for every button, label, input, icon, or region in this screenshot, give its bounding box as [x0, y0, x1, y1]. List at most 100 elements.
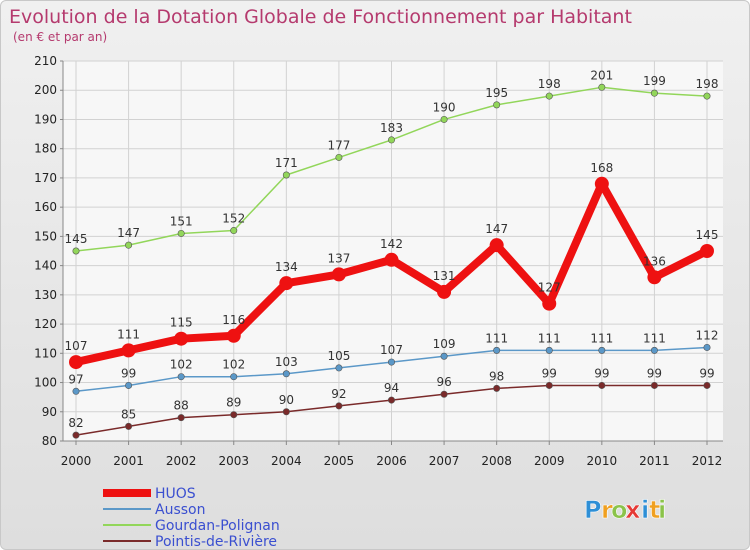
point-huos-2002 [174, 331, 189, 346]
data-label-pointis-de-rivi-re-2004: 90 [279, 393, 294, 407]
point-huos-2005 [331, 267, 346, 282]
point-huos-2011 [647, 270, 662, 285]
legend-label-gourdan-polignan: Gourdan-Polignan [155, 518, 280, 534]
point-gourdan-polignan-2007 [440, 115, 448, 123]
point-pointis-de-rivi-re-2000 [72, 431, 80, 439]
data-label-ausson-2011: 111 [643, 331, 666, 345]
xtick-label-2007: 2007 [429, 454, 460, 468]
chart-title: Evolution de la Dotation Globale de Fonc… [9, 6, 632, 28]
data-label-huos-2006: 142 [380, 237, 403, 251]
point-ausson-2009 [545, 346, 553, 354]
xtick-label-2011: 2011 [639, 454, 670, 468]
data-label-huos-2008: 147 [485, 222, 508, 236]
data-label-huos-2010: 168 [590, 161, 613, 175]
point-gourdan-polignan-2004 [282, 171, 290, 179]
ytick-label-210: 210 [34, 54, 57, 68]
legend-label-ausson: Ausson [155, 502, 205, 518]
data-label-ausson-2009: 111 [538, 331, 561, 345]
point-ausson-2012 [703, 343, 711, 351]
xtick-label-2012: 2012 [692, 454, 723, 468]
data-label-pointis-de-rivi-re-2006: 94 [384, 381, 399, 395]
point-pointis-de-rivi-re-2009 [545, 381, 553, 389]
point-ausson-2010 [598, 346, 606, 354]
ytick-label-90: 90 [42, 405, 57, 419]
point-huos-2010 [594, 176, 609, 191]
point-gourdan-polignan-2002 [177, 229, 185, 237]
data-label-ausson-2007: 109 [433, 337, 456, 351]
point-gourdan-polignan-2011 [650, 89, 658, 97]
point-huos-2000 [69, 355, 83, 370]
data-label-ausson-2000: 97 [68, 372, 83, 386]
ytick-label-100: 100 [34, 376, 57, 390]
point-pointis-de-rivi-re-2011 [650, 381, 658, 389]
ytick-label-80: 80 [42, 434, 57, 448]
point-ausson-2006 [387, 358, 395, 366]
ytick-label-180: 180 [34, 142, 57, 156]
xtick-label-2006: 2006 [376, 454, 407, 468]
xtick-label-2000: 2000 [61, 454, 92, 468]
data-label-pointis-de-rivi-re-2008: 98 [489, 369, 504, 383]
data-label-pointis-de-rivi-re-2012: 99 [699, 366, 714, 380]
point-gourdan-polignan-2010 [598, 83, 606, 91]
data-label-gourdan-polignan-2005: 177 [327, 138, 350, 152]
point-ausson-2005 [335, 364, 343, 372]
point-huos-2012 [700, 244, 714, 258]
data-label-pointis-de-rivi-re-2005: 92 [331, 387, 346, 401]
data-label-ausson-2012: 112 [696, 328, 719, 342]
data-label-huos-2004: 134 [275, 260, 298, 274]
point-gourdan-polignan-2009 [545, 92, 553, 100]
data-label-gourdan-polignan-2000: 145 [65, 232, 88, 246]
legend-label-pointis-de-rivi-re: Pointis-de-Rivière [155, 534, 277, 550]
logo-letter-2: o [611, 496, 628, 524]
data-label-ausson-2002: 102 [170, 358, 193, 372]
data-label-huos-2005: 137 [327, 251, 350, 265]
xtick-label-2001: 2001 [113, 454, 144, 468]
ytick-label-170: 170 [34, 171, 57, 185]
legend: HUOSAussonGourdan-PolignanPointis-de-Riv… [103, 486, 280, 550]
point-gourdan-polignan-2005 [335, 153, 343, 161]
data-label-pointis-de-rivi-re-2010: 99 [594, 366, 609, 380]
point-pointis-de-rivi-re-2007 [440, 390, 448, 398]
data-label-huos-2002: 115 [170, 316, 193, 330]
legend-label-huos: HUOS [155, 486, 196, 502]
point-ausson-2000 [72, 387, 80, 395]
data-label-pointis-de-rivi-re-2007: 96 [436, 375, 451, 389]
ytick-label-200: 200 [34, 83, 57, 97]
data-label-huos-2007: 131 [433, 269, 456, 283]
ytick-label-190: 190 [34, 112, 57, 126]
data-label-gourdan-polignan-2001: 147 [117, 226, 140, 240]
point-pointis-de-rivi-re-2001 [125, 422, 133, 430]
data-label-gourdan-polignan-2009: 198 [538, 77, 561, 91]
ytick-label-140: 140 [34, 259, 57, 273]
data-label-gourdan-polignan-2010: 201 [590, 68, 613, 82]
data-label-gourdan-polignan-2006: 183 [380, 121, 403, 135]
point-huos-2007 [437, 284, 452, 299]
data-label-ausson-2005: 105 [327, 349, 350, 363]
data-label-pointis-de-rivi-re-2011: 99 [647, 366, 662, 380]
point-pointis-de-rivi-re-2010 [598, 381, 606, 389]
data-label-ausson-2008: 111 [485, 331, 508, 345]
point-gourdan-polignan-2001 [125, 241, 133, 249]
ytick-label-160: 160 [34, 200, 57, 214]
xtick-label-2010: 2010 [587, 454, 618, 468]
data-label-gourdan-polignan-2002: 151 [170, 214, 193, 228]
data-label-ausson-2001: 99 [121, 366, 136, 380]
data-label-pointis-de-rivi-re-2002: 88 [174, 399, 189, 413]
point-pointis-de-rivi-re-2005 [335, 402, 343, 410]
data-label-gourdan-polignan-2004: 171 [275, 156, 298, 170]
chart-subtitle: (en € et par an) [13, 30, 107, 44]
data-label-huos-2012: 145 [696, 228, 719, 242]
logo-letter-6: i [658, 496, 666, 524]
logo-letter-1: r [601, 496, 613, 524]
point-huos-2009 [542, 296, 557, 311]
point-gourdan-polignan-2006 [387, 136, 395, 144]
ytick-label-120: 120 [34, 317, 57, 331]
data-label-gourdan-polignan-2011: 199 [643, 74, 666, 88]
xtick-label-2002: 2002 [166, 454, 197, 468]
point-huos-2004 [279, 276, 294, 291]
point-ausson-2004 [282, 370, 290, 378]
point-pointis-de-rivi-re-2012 [703, 381, 711, 389]
point-huos-2003 [226, 328, 241, 343]
